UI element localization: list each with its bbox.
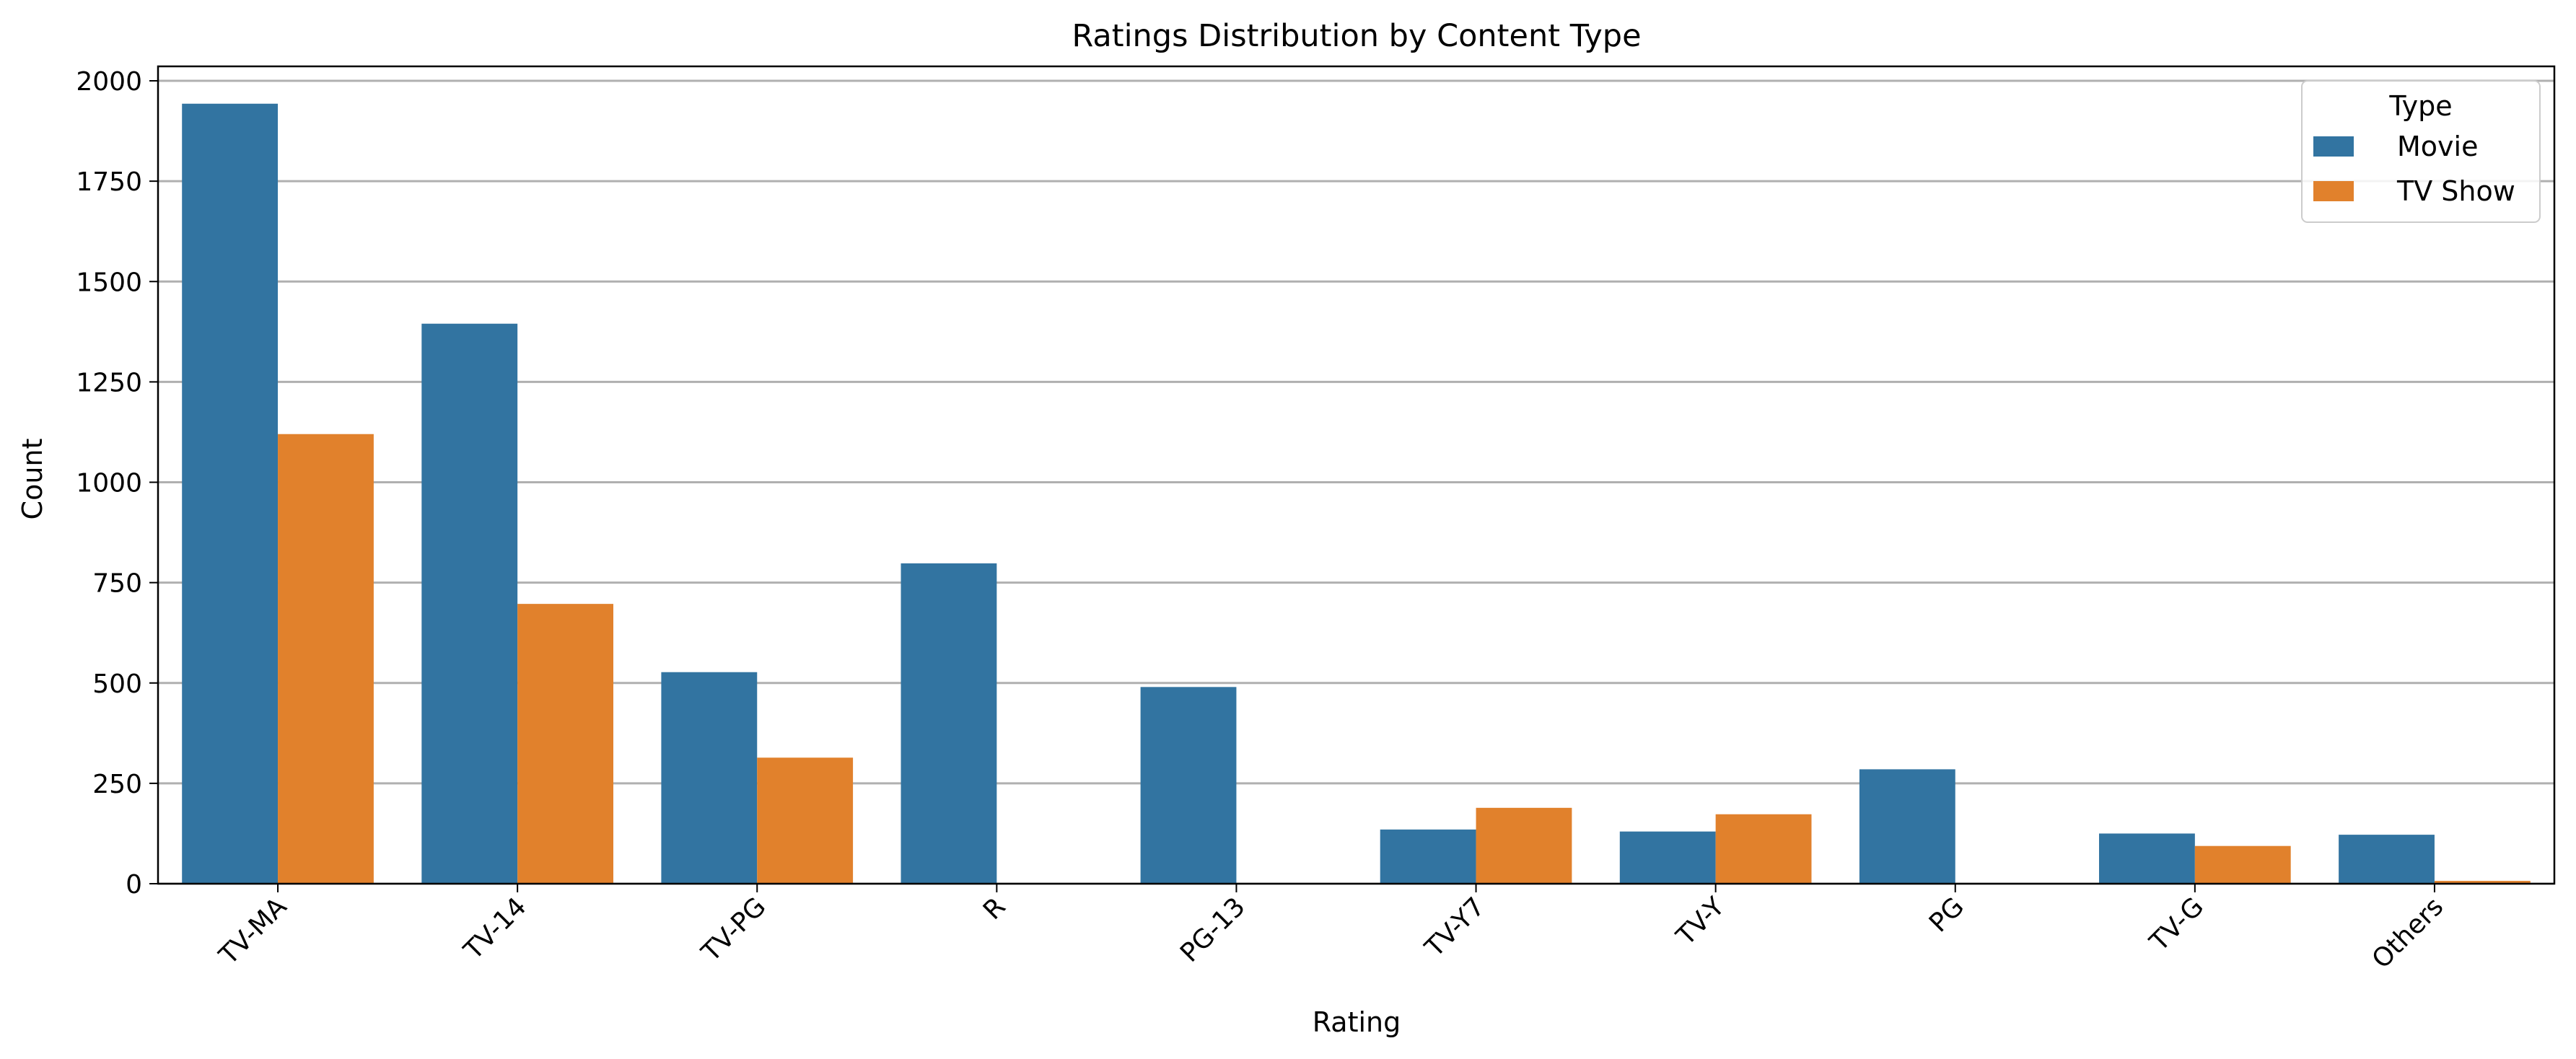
bar-movie-pg	[1859, 769, 1955, 884]
chart-title: Ratings Distribution by Content Type	[1072, 18, 1641, 54]
y-axis-label: Count	[17, 439, 48, 520]
bar-tv-show-tv-y7	[1476, 807, 1572, 884]
bar-tv-show-others	[2434, 881, 2531, 884]
legend-swatch-movie	[2313, 136, 2354, 157]
bars	[182, 103, 2531, 884]
legend-box	[2301, 80, 2541, 223]
bar-movie-r	[901, 563, 997, 884]
y-tick-label: 1750	[76, 167, 142, 197]
bar-movie-tv-14	[421, 323, 518, 884]
bar-movie-tv-g	[2099, 833, 2195, 884]
y-tick-label: 2000	[76, 67, 142, 97]
bar-movie-tv-ma	[182, 103, 279, 884]
x-axis-label: Rating	[1313, 1006, 1401, 1038]
y-tick-label: 1000	[76, 469, 142, 498]
bar-movie-tv-pg	[661, 672, 758, 884]
y-tick-label: 500	[92, 669, 142, 699]
legend-label-tv-show: TV Show	[2396, 175, 2515, 207]
y-tick-label: 750	[92, 569, 142, 599]
bar-movie-pg-13	[1140, 687, 1237, 884]
y-tick-label: 250	[92, 770, 142, 799]
bar-tv-show-tv-ma	[278, 434, 374, 884]
y-tick-label: 1250	[76, 368, 142, 397]
bar-tv-show-tv-y	[1715, 814, 1812, 884]
legend-swatch-tv-show	[2313, 181, 2354, 201]
y-tick-label: 0	[126, 870, 142, 900]
y-tick-label: 1500	[76, 268, 142, 297]
legend-title: Type	[2388, 90, 2452, 122]
bar-tv-show-tv-pg	[757, 757, 854, 884]
bar-movie-tv-y	[1619, 831, 1716, 884]
bar-tv-show-tv-g	[2194, 845, 2291, 884]
bar-tv-show-tv-14	[517, 604, 613, 884]
bar-movie-others	[2339, 835, 2435, 884]
plot-frame	[157, 65, 2556, 885]
legend: Type Movie TV Show	[2301, 80, 2541, 223]
axes	[149, 65, 2556, 892]
bar-movie-tv-y7	[1380, 829, 1476, 884]
legend-label-movie: Movie	[2397, 131, 2478, 162]
